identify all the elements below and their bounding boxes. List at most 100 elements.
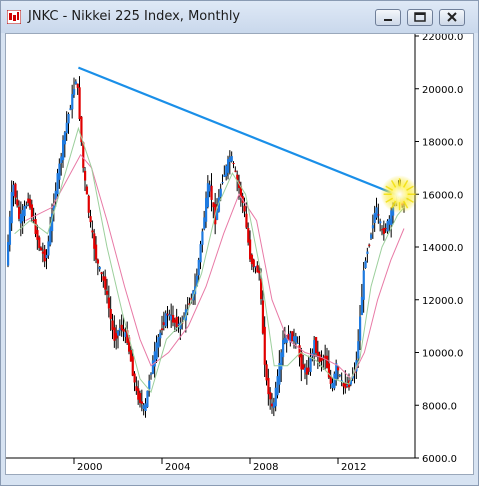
candle-up [49, 226, 52, 245]
candle-down [342, 383, 345, 387]
candles-series [7, 76, 406, 418]
close-button[interactable] [439, 9, 465, 26]
candle-down [239, 186, 243, 197]
chart-canvas[interactable]: 22000.0 20000.0 18000.0 16000.0 14000.0 12000… [6, 32, 473, 474]
candle-down [95, 244, 98, 260]
candle-up [73, 89, 76, 95]
candle-down [271, 403, 274, 407]
candle-up [157, 337, 160, 348]
candle-down [135, 386, 138, 391]
candle-up [54, 190, 57, 200]
candle-down [16, 199, 19, 206]
candle-down [320, 357, 323, 361]
candle-up [74, 81, 78, 85]
candle-down [40, 247, 43, 251]
candle-up [60, 156, 63, 164]
candle-up [225, 165, 228, 177]
candle-down [102, 276, 105, 281]
candle-up [148, 380, 151, 390]
candle-up [62, 140, 65, 161]
candle-down [78, 87, 81, 120]
candle-down [307, 367, 310, 372]
candle-down [326, 355, 329, 368]
candle-down [122, 328, 125, 332]
candle-down [91, 230, 94, 233]
candle-up [168, 314, 171, 317]
candle-down [316, 351, 320, 356]
candle-down [305, 367, 309, 375]
candle-down [104, 276, 107, 290]
y-tick-label: 6000.0 [422, 454, 457, 465]
candle-down [175, 316, 178, 327]
candle-down [85, 186, 89, 195]
title-bar[interactable]: JNKC - Nikkei 225 Index, Monthly [1, 1, 478, 33]
minimize-icon [384, 19, 392, 21]
restore-button[interactable] [407, 9, 433, 26]
minimize-button[interactable] [375, 9, 401, 26]
candle-up [21, 209, 24, 222]
candle-down [133, 373, 136, 383]
candle-up [282, 339, 285, 358]
candle-down [269, 392, 272, 400]
candle-down [261, 300, 265, 334]
candle-up [272, 402, 276, 408]
y-tick-label: 10000.0 [422, 349, 463, 360]
candle-up [280, 352, 283, 370]
candle-down [30, 204, 34, 218]
x-tick-label: 2004 [165, 462, 190, 473]
highlight-ray [406, 185, 414, 191]
candle-up [278, 363, 281, 385]
candle-up [56, 173, 59, 195]
highlight-ray [385, 197, 394, 203]
candle-down [381, 229, 384, 231]
candle-up [228, 157, 232, 163]
candle-down [128, 337, 131, 352]
candle-down [344, 382, 347, 389]
candle-up [170, 315, 173, 320]
restore-icon [414, 12, 426, 22]
candle-down [36, 230, 39, 240]
candle-down [337, 367, 340, 371]
candle-up [371, 225, 375, 229]
candle-up [7, 241, 10, 266]
candle-up [71, 94, 74, 110]
candle-down [14, 183, 17, 198]
candle-down [265, 364, 268, 381]
candle-up [294, 336, 298, 343]
candle-down [111, 320, 114, 330]
candle-down [377, 214, 380, 216]
highlight-glow [380, 175, 419, 214]
candle-up [375, 207, 378, 218]
candle-down [32, 220, 35, 222]
candle-up [12, 184, 15, 197]
x-tick-label: 2008 [253, 462, 278, 473]
candle-up [364, 260, 367, 269]
candle-down [96, 259, 100, 264]
candle-up [51, 213, 54, 232]
candle-up [151, 360, 155, 374]
candle-up [366, 251, 369, 254]
ma-fast-line [14, 126, 405, 394]
highlight-ray [385, 185, 394, 191]
candle-up [199, 244, 202, 263]
candle-up [144, 403, 147, 411]
candle-up [8, 216, 12, 245]
candle-up [217, 197, 221, 212]
y-tick-label: 12000.0 [422, 296, 463, 307]
candle-up [205, 197, 208, 222]
candle-down [190, 298, 193, 301]
candle-down [126, 330, 129, 343]
candle-down [232, 163, 235, 165]
candle-up [304, 367, 307, 373]
candle-down [18, 206, 21, 219]
highlight-ray [402, 180, 409, 188]
candle-up [201, 231, 204, 245]
candle-up [283, 337, 287, 343]
candle-down [322, 358, 325, 360]
candle-up [223, 174, 226, 177]
candle-down [260, 278, 263, 300]
candle-down [291, 331, 294, 342]
candle-up [313, 340, 316, 354]
candle-up [351, 375, 354, 379]
